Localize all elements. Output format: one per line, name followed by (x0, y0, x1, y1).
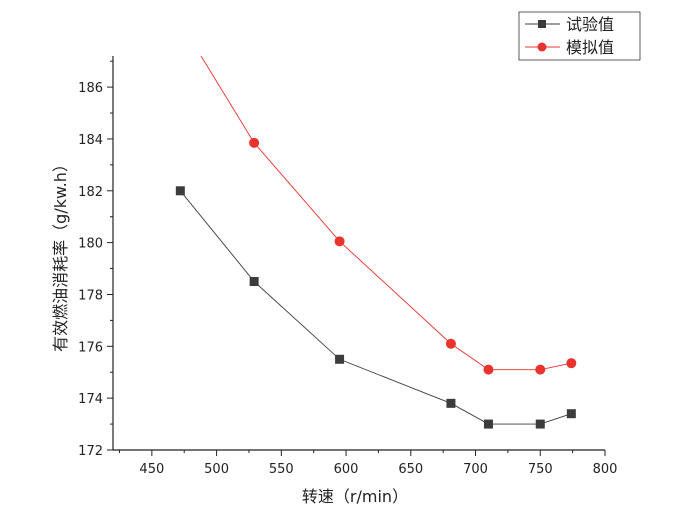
data-point-test (249, 277, 259, 287)
data-point-test (483, 419, 493, 429)
legend-label-sim: 模拟值 (566, 38, 614, 57)
series-layer (175, 55, 577, 429)
x-tick-label: 600 (334, 462, 359, 477)
data-point-sim (566, 358, 577, 369)
data-point-test (335, 354, 345, 364)
data-point-sim (334, 236, 345, 247)
x-tick-label: 550 (269, 462, 294, 477)
x-tick-label: 500 (204, 462, 229, 477)
plot-frame (112, 56, 605, 451)
y-tick-label: 184 (78, 133, 103, 148)
x-tick-label: 750 (528, 462, 553, 477)
data-point-test (566, 409, 576, 419)
y-tick-label: 178 (78, 288, 103, 303)
x-axis: 450 500 550 600 650 700 750 800 (118, 450, 618, 477)
y-tick-label: 180 (78, 237, 103, 252)
x-tick-label: 800 (593, 462, 618, 477)
y-tick-label: 182 (78, 185, 103, 200)
series-line-1 (200, 55, 572, 371)
x-tick-label: 650 (398, 462, 423, 477)
legend-label-test: 试验值 (566, 15, 614, 34)
data-point-sim (483, 364, 494, 375)
y-tick-label: 176 (78, 340, 103, 355)
legend-box (518, 11, 641, 61)
series-line-0 (179, 190, 572, 425)
data-point-test (175, 186, 185, 196)
legend-marker-sim (537, 42, 547, 52)
x-axis-title: 转速（r/min） (302, 487, 408, 506)
y-tick-label: 186 (78, 81, 103, 96)
y-tick-label: 174 (78, 392, 103, 407)
data-point-sim (445, 338, 456, 349)
legend-marker-test (538, 20, 546, 28)
data-point-sim (249, 137, 260, 148)
data-point-test (446, 398, 456, 408)
y-axis: 172 174 176 178 180 182 184 186 (78, 60, 113, 459)
data-point-test (535, 419, 545, 429)
legend: 试验值 模拟值 (518, 11, 641, 61)
data-point-sim (535, 364, 546, 375)
x-tick-label: 700 (463, 462, 488, 477)
y-tick-label: 172 (78, 444, 103, 459)
y-axis-title: 有效燃油消耗率（g/kw.h） (51, 156, 70, 352)
x-tick-label: 450 (139, 462, 164, 477)
